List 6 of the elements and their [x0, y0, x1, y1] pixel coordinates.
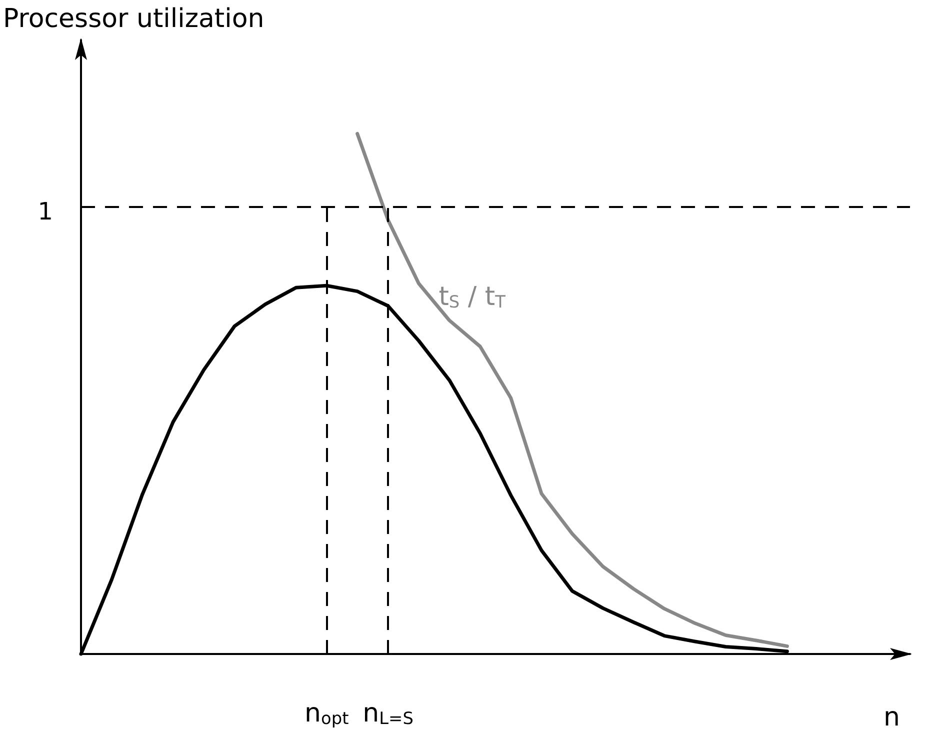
series-label: tS / tT	[438, 282, 506, 312]
x-tick-label: nopt	[304, 698, 350, 728]
y-axis-title: Processor utilization	[3, 4, 264, 34]
x-tick-label: nL=S	[362, 698, 414, 728]
x-axis-title: n	[884, 702, 900, 732]
ref-line-label: 1	[38, 197, 53, 226]
